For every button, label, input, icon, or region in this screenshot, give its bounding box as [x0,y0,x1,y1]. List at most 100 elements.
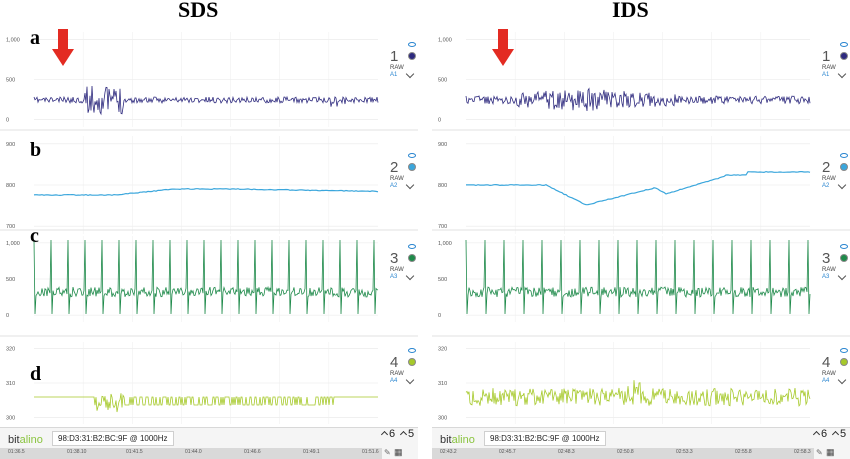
eye-icon[interactable] [840,153,848,158]
zoom-x-value: 6 [389,428,396,440]
chevron-down-icon[interactable] [405,271,415,281]
chevron-down-icon[interactable] [405,180,415,190]
y-tick-label: 900 [438,142,447,148]
pencil-icon[interactable]: ✎ [384,448,391,457]
y-tick-label: 0 [6,313,9,319]
channel-3-controls: 3 RAW A3 [820,244,850,310]
sds-recording-window: 1,000 500 0 900 800 700 1,000 500 0 320 310 300 bit… [0,24,418,459]
signal-trace-ch1 [465,87,811,112]
chevron-up-icon[interactable] [399,430,408,439]
title-ids: IDS [612,0,649,22]
chevron-up-icon[interactable] [812,430,821,439]
timeline-tick-label: 02:45.7 [499,449,516,455]
channel-source-label: A4 [822,378,830,384]
y-tick-label: 320 [438,347,447,353]
channel-color-dot[interactable] [840,52,848,60]
channel-1-controls: 1 RAW A1 [820,42,850,108]
y-tick-label: 320 [6,347,15,353]
y-tick-label: 1,000 [6,38,20,44]
sds-zoom-controls: 6 5 ✎ ▦ [380,428,418,459]
timeline-tick-label: 01:44.0 [185,449,202,455]
eye-icon[interactable] [408,348,416,353]
channel-color-dot[interactable] [408,254,416,262]
channel-number: 3 [390,250,399,267]
channel-1-controls: 1 RAW A1 [388,42,418,108]
chevron-down-icon[interactable] [837,69,847,79]
channel-color-dot[interactable] [840,163,848,171]
grid-icon[interactable]: ▦ [394,447,403,457]
channel-4-controls: 4 RAW A4 [820,348,850,414]
sds-timeline[interactable]: 01:36.5 01:38.10 01:41.5 01:44.0 01:46.6 01:4… [0,448,382,459]
signal-trace-ch4 [465,380,811,407]
sds-signal-plot: 1,000 500 0 900 800 700 1,000 500 0 320 310 300 [0,29,418,424]
channel-number: 4 [822,354,831,371]
row-label-c: c [30,225,39,247]
eye-icon[interactable] [840,348,848,353]
channel-number: 2 [822,159,831,176]
y-tick-label: 900 [6,142,15,148]
chevron-down-icon[interactable] [837,271,847,281]
raw-label: RAW [390,176,404,182]
channel-color-dot[interactable] [408,358,416,366]
channel-color-dot[interactable] [840,254,848,262]
y-tick-label: 500 [6,78,15,84]
y-tick-label: 0 [438,117,441,123]
channel-color-dot[interactable] [408,163,416,171]
chevron-down-icon[interactable] [837,375,847,385]
chevron-up-icon[interactable] [831,430,840,439]
channel-color-dot[interactable] [840,358,848,366]
channel-color-dot[interactable] [408,52,416,60]
y-tick-label: 500 [6,277,15,283]
chevron-down-icon[interactable] [405,69,415,79]
chevron-down-icon[interactable] [837,180,847,190]
chevron-up-icon[interactable] [380,430,389,439]
timeline-tick-label: 02:58.3 [794,449,811,455]
raw-label: RAW [390,65,404,71]
raw-label: RAW [390,267,404,273]
y-tick-label: 800 [438,183,447,189]
channel-number: 2 [390,159,399,176]
timeline-tick-label: 01:36.5 [8,449,25,455]
y-tick-label: 800 [6,183,15,189]
channel-source-label: A1 [390,72,398,78]
red-arrow-marker [492,29,514,66]
raw-label: RAW [822,267,836,273]
signal-trace-ch4 [34,393,378,413]
timeline-tick-label: 02:50.8 [617,449,634,455]
y-tick-label: 310 [438,381,447,387]
y-tick-label: 310 [6,381,15,387]
pencil-icon[interactable]: ✎ [816,448,823,457]
eye-icon[interactable] [840,42,848,47]
raw-label: RAW [822,371,836,377]
channel-source-label: A2 [390,183,398,189]
row-label-a: a [30,27,40,49]
eye-icon[interactable] [408,42,416,47]
zoom-y-value: 5 [840,428,847,440]
raw-label: RAW [390,371,404,377]
red-arrow-marker [52,29,74,66]
channel-source-label: A2 [822,183,830,189]
row-label-d: d [30,363,42,385]
timeline-tick-label: 02:53.3 [676,449,693,455]
grid-icon[interactable]: ▦ [826,447,835,457]
channel-number: 1 [822,48,831,65]
eye-icon[interactable] [408,153,416,158]
y-tick-label: 300 [6,415,15,421]
eye-icon[interactable] [840,244,848,249]
eye-icon[interactable] [408,244,416,249]
channel-number: 3 [822,250,831,267]
channel-number: 1 [390,48,399,65]
y-tick-label: 0 [438,313,441,319]
channel-4-controls: 4 RAW A4 [388,348,418,414]
signal-trace-ch3 [33,239,379,315]
channel-number: 4 [390,354,399,371]
signal-trace-ch2 [466,170,811,206]
channel-source-label: A3 [822,274,830,280]
chevron-down-icon[interactable] [405,375,415,385]
channel-2-controls: 2 RAW A2 [820,153,850,219]
channel-2-controls: 2 RAW A2 [388,153,418,219]
zoom-y-value: 5 [408,428,415,440]
timeline-tick-label: 01:49.1 [303,449,320,455]
ids-signal-plot: 1,000 500 0 900 800 700 1,000 500 0 320 310 300 [432,29,850,424]
ids-timeline[interactable]: 02:43.2 02:45.7 02:48.3 02:50.8 02:53.3 02:55… [432,448,814,459]
